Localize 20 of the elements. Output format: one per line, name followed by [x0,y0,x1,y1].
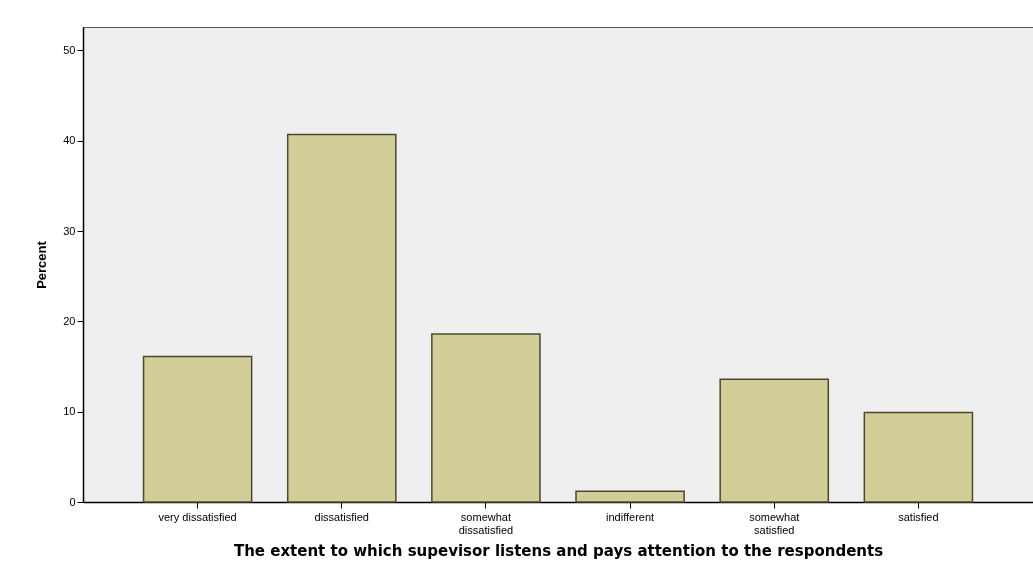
bar [142,355,253,503]
y-tick-label: 0 [69,495,76,508]
bar [286,133,397,503]
x-tick-label: somewhat dissatisfied [458,510,514,536]
y-tick-label: 20 [63,314,76,327]
y-tick-label: 10 [63,405,76,418]
bar [431,333,541,503]
y-tick-label: 50 [63,43,76,56]
bar [575,490,685,503]
x-tick-label: somewhat satisfied [749,510,800,536]
bar [863,411,974,503]
x-tick-label: dissatisfied [314,510,369,523]
x-tick-label: very dissatisfied [158,510,237,523]
x-axis-title: The extent to which supevisor listens and pays attention to the respondents [233,541,884,560]
x-tick-label: indifferent [606,510,655,523]
x-tick-label: satisfied [898,510,939,523]
bar [719,378,830,503]
y-tick-label: 30 [63,224,76,237]
y-tick-label: 40 [63,134,76,147]
y-axis-title: Percent [34,240,50,289]
